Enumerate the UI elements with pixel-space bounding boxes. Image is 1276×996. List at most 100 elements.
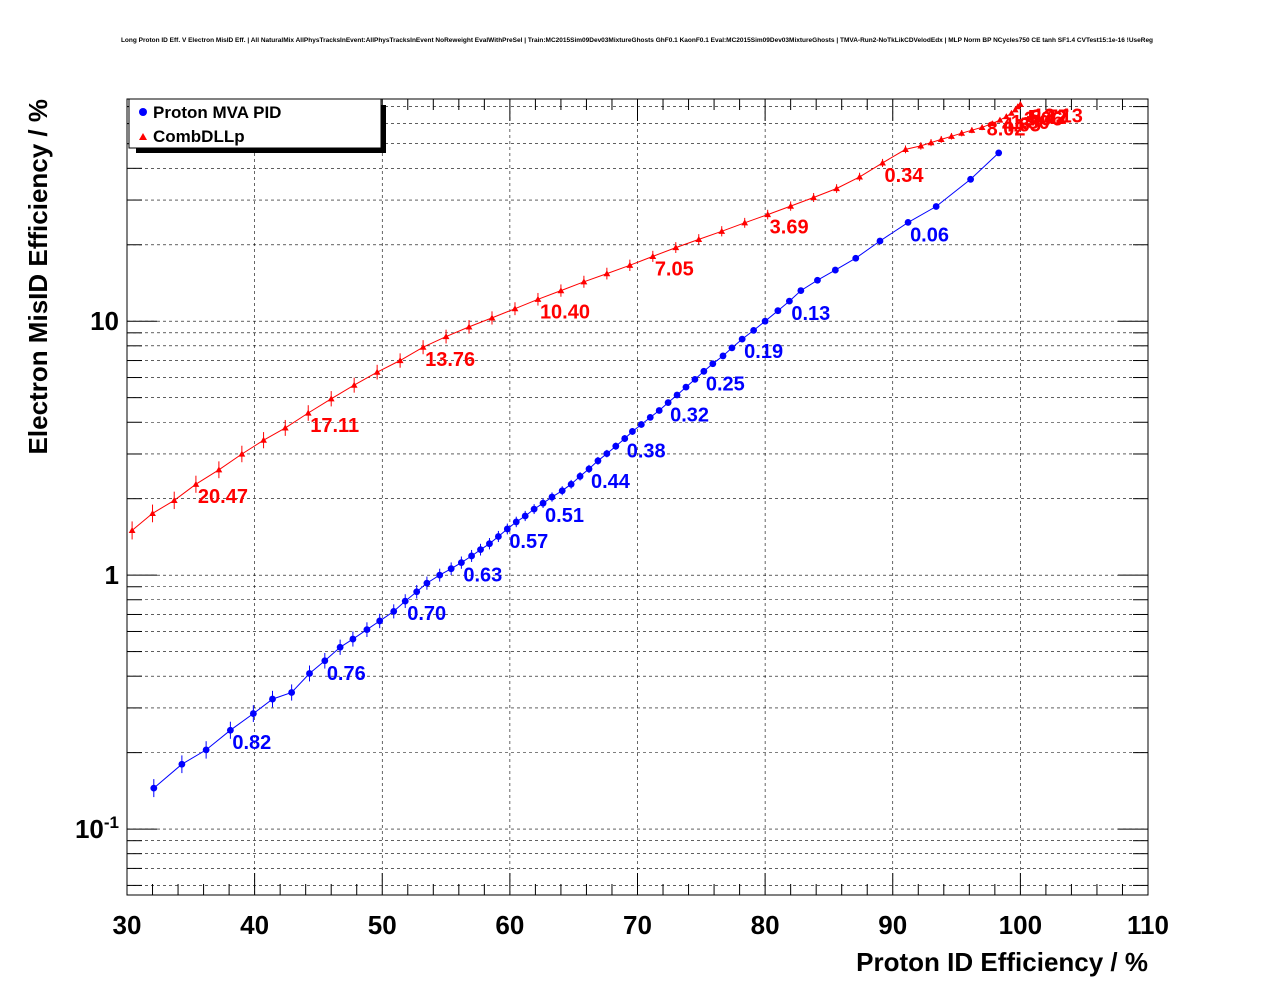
data-point-proton-mva-pid [797, 287, 805, 294]
data-point-combdllp [695, 235, 703, 242]
data-point-combdllp [968, 126, 976, 133]
data-point-combdllp [764, 211, 772, 218]
annotation-proton-mva-pid: 0.76 [327, 663, 366, 685]
x-tick-label: 60 [495, 910, 524, 940]
annotation-proton-mva-pid: 0.32 [670, 405, 709, 427]
grid [126, 99, 1149, 895]
data-point-proton-mva-pid [700, 367, 708, 375]
legend: Proton MVA PID CombDLLp [128, 98, 386, 153]
data-point-combdllp [327, 395, 335, 402]
data-point-combdllp [917, 142, 925, 149]
legend-box [128, 98, 382, 149]
data-point-proton-mva-pid [477, 546, 484, 554]
data-point-proton-mva-pid [336, 643, 344, 651]
x-tick-label: 40 [240, 910, 269, 940]
data-point-proton-mva-pid [673, 391, 681, 399]
data-point-combdllp [149, 510, 156, 517]
data-point-proton-mva-pid [390, 607, 398, 615]
data-point-proton-mva-pid [621, 435, 629, 442]
annotation-proton-mva-pid: 0.57 [509, 531, 548, 553]
data-point-proton-mva-pid [503, 525, 511, 533]
data-point-proton-mva-pid [761, 317, 769, 325]
data-point-combdllp [879, 159, 886, 166]
data-point-proton-mva-pid [655, 407, 663, 414]
data-point-proton-mva-pid [995, 149, 1003, 157]
data-point-combdllp [937, 135, 945, 142]
annotation-combdllp: 10.40 [540, 301, 590, 323]
data-point-combdllp [978, 123, 986, 130]
data-point-combdllp [603, 270, 611, 277]
annotation-combdllp: -8.77 [1024, 106, 1070, 128]
data-point-combdllp [304, 409, 312, 416]
data-point-combdllp [741, 219, 749, 226]
data-point-combdllp [718, 227, 726, 234]
data-point-proton-mva-pid [585, 465, 593, 473]
annotation-combdllp: 1.30 [1011, 112, 1050, 134]
data-point-proton-mva-pid [249, 710, 257, 717]
data-point-combdllp [396, 357, 404, 364]
data-point-proton-mva-pid [576, 472, 584, 480]
legend-marker-combdllp [139, 133, 147, 140]
data-point-proton-mva-pid [521, 512, 529, 520]
annotation-proton-mva-pid: 0.38 [627, 441, 666, 463]
data-point-proton-mva-pid [363, 626, 371, 634]
data-point-combdllp [1008, 109, 1015, 116]
annotation-proton-mva-pid: 0.19 [744, 341, 783, 363]
legend-label-combdllp: CombDLLp [153, 127, 245, 146]
annotations: 0.82 0.76 0.70 0.63 0.57 0.51 0.44 0.380.32 0.25… [198, 106, 1083, 755]
y-tick-label: 10 [90, 306, 119, 336]
data-point-proton-mva-pid [468, 552, 475, 560]
legend-label-proton-mva-pid: Proton MVA PID [153, 103, 281, 122]
series-layer [128, 100, 1024, 798]
data-point-proton-mva-pid [738, 335, 746, 343]
data-point-proton-mva-pid [728, 344, 736, 352]
data-point-combdllp [511, 305, 519, 312]
annotation-combdllp: -5.42 [1021, 107, 1067, 129]
data-point-combdllp [260, 436, 267, 443]
data-point-proton-mva-pid [512, 518, 520, 526]
annotation-combdllp: -12.13 [1026, 106, 1083, 128]
data-point-proton-mva-pid [637, 421, 645, 428]
annotation-proton-mva-pid: 0.13 [791, 303, 830, 325]
data-point-proton-mva-pid [530, 505, 538, 513]
annotation-combdllp: 4.65 [1002, 114, 1041, 136]
data-point-combdllp [1002, 113, 1010, 120]
x-tick-label: 70 [623, 910, 652, 940]
x-tick-label: 30 [113, 910, 142, 940]
data-point-proton-mva-pid [932, 203, 940, 210]
data-point-combdllp [488, 314, 496, 321]
data-point-combdllp [672, 244, 680, 251]
data-point-combdllp [649, 252, 657, 259]
data-point-proton-mva-pid [814, 276, 821, 284]
data-point-proton-mva-pid [646, 414, 654, 421]
data-point-combdllp [373, 368, 381, 375]
x-axis-label: Proton ID Efficiency / % [856, 947, 1148, 977]
data-point-proton-mva-pid [457, 559, 465, 567]
annotation-proton-mva-pid: 0.51 [545, 505, 584, 527]
data-point-combdllp [170, 496, 178, 503]
data-point-combdllp [580, 278, 588, 285]
data-point-proton-mva-pid [401, 597, 409, 605]
y-tick-label: 10-1 [75, 813, 119, 844]
data-point-combdllp [281, 424, 289, 431]
annotation-combdllp: -2.06 [1017, 109, 1063, 131]
data-point-proton-mva-pid [967, 175, 975, 183]
data-point-proton-mva-pid [321, 657, 329, 665]
annotation-combdllp: 7.05 [655, 258, 694, 280]
data-point-proton-mva-pid [750, 327, 758, 334]
data-point-proton-mva-pid [612, 442, 620, 450]
y-tick-label: 1 [105, 560, 119, 590]
data-point-combdllp [1016, 100, 1024, 107]
annotation-proton-mva-pid: 0.06 [910, 224, 949, 246]
data-point-proton-mva-pid [306, 670, 313, 677]
data-point-proton-mva-pid [150, 784, 158, 792]
annotation-combdllp: 8.02 [987, 118, 1026, 140]
data-point-proton-mva-pid [682, 383, 690, 391]
data-point-proton-mva-pid [558, 487, 566, 495]
data-point-combdllp [128, 527, 136, 534]
annotation-proton-mva-pid: 0.63 [463, 565, 502, 587]
legend-marker-proton-mva-pid [139, 108, 147, 116]
data-point-combdllp [350, 381, 358, 388]
